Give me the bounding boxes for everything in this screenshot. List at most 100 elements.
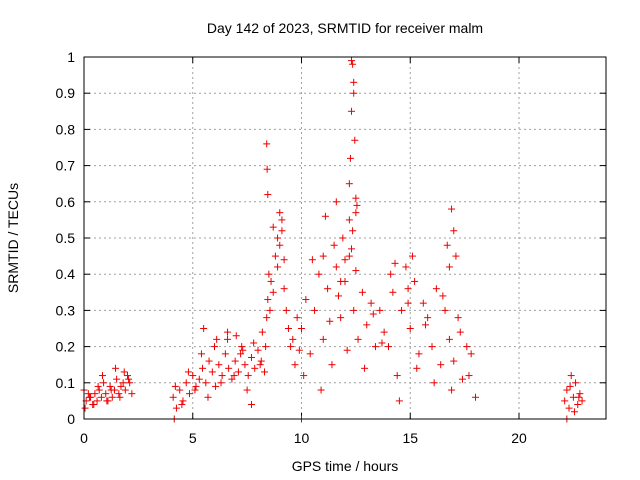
data-point (378, 339, 386, 347)
data-point (100, 379, 108, 387)
data-point (274, 234, 282, 242)
x-tick-label: 20 (511, 430, 527, 446)
data-point (120, 368, 128, 376)
data-point (350, 89, 358, 97)
data-point (213, 335, 221, 343)
y-tick-label: 0.2 (56, 339, 76, 355)
data-point (441, 306, 449, 314)
data-point (215, 361, 223, 369)
data-point (247, 353, 255, 361)
data-point (452, 252, 460, 260)
data-point (319, 335, 327, 343)
data-point (332, 198, 340, 206)
x-tick-label: 0 (80, 430, 88, 446)
data-point (238, 343, 246, 351)
y-tick-labels: 0 0.1 0.2 0.3 0.4 0.5 0.6 0.7 0.8 0.9 1 (56, 49, 76, 427)
data-point (241, 361, 249, 369)
data-point (419, 299, 427, 307)
data-point (321, 212, 329, 220)
data-point (351, 136, 359, 144)
data-point (567, 372, 575, 380)
data-point (263, 140, 271, 148)
data-point (97, 393, 105, 401)
data-point (265, 270, 273, 278)
data-point (578, 397, 586, 405)
data-point (232, 332, 240, 340)
data-point (454, 314, 462, 322)
data-point (282, 306, 290, 314)
data-point (341, 256, 349, 264)
data-point (345, 216, 353, 224)
data-point (308, 256, 316, 264)
data-point (171, 382, 179, 390)
data-point (326, 317, 334, 325)
data-point (225, 364, 233, 372)
data-point (202, 379, 210, 387)
data-point (445, 335, 453, 343)
data-point (402, 263, 410, 271)
y-tick-label: 0.4 (56, 266, 76, 282)
data-point (570, 408, 578, 416)
data-point (224, 335, 232, 343)
data-point (413, 364, 421, 372)
data-point (565, 404, 573, 412)
data-point (430, 379, 438, 387)
data-point (575, 393, 583, 401)
data-point (98, 372, 106, 380)
data-point (293, 314, 301, 322)
plot-frame (83, 56, 607, 420)
data-point (113, 375, 121, 383)
data-point (350, 306, 358, 314)
data-point (179, 397, 187, 405)
data-point (369, 310, 377, 318)
data-point (387, 270, 395, 278)
data-point (269, 223, 277, 231)
y-tick-label: 1 (67, 49, 75, 65)
data-point (228, 375, 236, 383)
data-points (80, 57, 586, 423)
x-tick-label: 10 (294, 430, 310, 446)
data-point (191, 386, 199, 394)
data-point (211, 343, 218, 351)
data-point (90, 401, 98, 409)
data-point (295, 346, 303, 354)
data-point (267, 277, 275, 285)
data-point (251, 364, 259, 372)
data-point (424, 314, 432, 322)
data-point (311, 306, 319, 314)
data-point (463, 343, 471, 351)
data-point (298, 325, 305, 332)
data-point (574, 401, 582, 409)
data-point (349, 60, 357, 68)
data-point (176, 386, 184, 394)
data-point (332, 263, 340, 271)
data-point (472, 393, 479, 401)
data-point (234, 368, 242, 376)
data-point (247, 401, 255, 409)
data-point (348, 57, 356, 65)
data-point (328, 361, 336, 369)
data-point (343, 346, 351, 354)
data-point (352, 267, 360, 275)
x-tick-label: 5 (189, 430, 197, 446)
data-point (103, 397, 111, 405)
data-point (284, 325, 292, 332)
data-point (231, 357, 239, 365)
y-tick-label: 0.5 (56, 230, 76, 246)
data-point (119, 379, 127, 387)
data-point (324, 285, 332, 293)
data-point (112, 364, 120, 372)
data-point (269, 288, 277, 296)
data-point (117, 382, 125, 390)
data-point (182, 379, 190, 387)
data-point (389, 288, 397, 296)
data-point (572, 379, 580, 387)
data-point (276, 209, 284, 217)
data-point (563, 386, 571, 394)
data-point (192, 382, 200, 390)
data-point (408, 252, 416, 260)
y-tick-label: 0.9 (56, 85, 76, 101)
data-point (244, 372, 252, 380)
data-point (218, 372, 226, 380)
data-point (172, 404, 180, 412)
